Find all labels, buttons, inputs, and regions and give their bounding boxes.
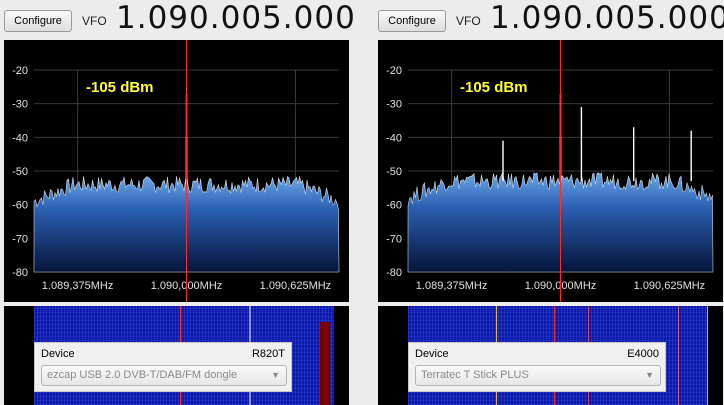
waterfall-level-bar	[320, 322, 330, 405]
waterfall-display[interactable]: Device E4000 Terratec T Stick PLUS ▼	[378, 306, 723, 405]
y-tick-label: -40	[386, 132, 402, 144]
y-tick-label: -80	[12, 267, 28, 279]
receiver-panel-left: Configure VFO 1.090.005.000 -20 -30 -40 -50…	[4, 0, 355, 405]
y-tick-label: -50	[12, 166, 28, 178]
y-tick-label: -40	[12, 132, 28, 144]
vfo-label: VFO	[456, 14, 481, 28]
y-tick-label: -50	[386, 166, 402, 178]
device-select[interactable]: ezcap USB 2.0 DVB-T/DAB/FM dongle ▼	[41, 365, 287, 386]
level-label: -105 dBm	[86, 79, 154, 96]
y-tick-label: -60	[386, 200, 402, 212]
device-panel: Device E4000 Terratec T Stick PLUS ▼	[408, 342, 666, 392]
waterfall-signal-trace	[707, 306, 708, 405]
y-tick-label: -70	[386, 233, 402, 245]
device-label: Device	[41, 348, 75, 360]
configure-button[interactable]: Configure	[378, 10, 446, 32]
vfo-label: VFO	[82, 14, 107, 28]
device-tuner-model: E4000	[627, 348, 659, 360]
y-tick-label: -30	[12, 99, 28, 111]
y-tick-label: -60	[12, 200, 28, 212]
level-label: -105 dBm	[460, 79, 528, 96]
x-tick-label: 1.089,375MHz	[42, 280, 114, 292]
device-panel: Device R820T ezcap USB 2.0 DVB-T/DAB/FM …	[34, 342, 292, 392]
y-tick-label: -30	[386, 99, 402, 111]
receiver-panel-right: Configure VFO 1.090.005.000 -20 -30 -40 -50…	[378, 0, 724, 405]
y-tick-label: -20	[386, 65, 402, 77]
x-tick-label: 1.090,625MHz	[260, 280, 332, 292]
device-tuner-model: R820T	[251, 348, 285, 360]
configure-button[interactable]: Configure	[4, 10, 72, 32]
chevron-down-icon[interactable]: ▼	[645, 370, 654, 380]
device-select-value: ezcap USB 2.0 DVB-T/DAB/FM dongle	[47, 369, 238, 381]
spectrum-plot: -20-30-40-50-60-70-801.089,375MHz 1.090,0…	[12, 40, 340, 302]
device-select-value: Terratec T Stick PLUS	[421, 369, 529, 381]
device-label: Device	[415, 348, 449, 360]
x-tick-label: 1.090,625MHz	[634, 280, 706, 292]
spectrum-plot: -20-30-40-50-60-70-801.089,375MHz 1.090,0…	[386, 40, 714, 302]
y-tick-label: -80	[386, 267, 402, 279]
y-tick-label: -20	[12, 65, 28, 77]
y-tick-label: -70	[12, 233, 28, 245]
waterfall-signal-trace	[678, 306, 679, 405]
spectrum-analyzer[interactable]: -20 -30 -40 -50 -60 -70 -80 1.089,375MHz 1.090,0…	[378, 40, 723, 302]
vfo-frequency-display[interactable]: 1.090.005.000	[490, 0, 724, 36]
x-tick-label: 1.089,375MHz	[416, 280, 488, 292]
chevron-down-icon[interactable]: ▼	[271, 370, 280, 380]
vfo-frequency-display[interactable]: 1.090.005.000	[116, 0, 356, 36]
spectrum-analyzer[interactable]: -20 -30 -40 -50 -60 -70 -80 1.089,375MHz 1.090,0…	[4, 40, 349, 302]
waterfall-display[interactable]: Device R820T ezcap USB 2.0 DVB-T/DAB/FM …	[4, 306, 349, 405]
device-select[interactable]: Terratec T Stick PLUS ▼	[415, 365, 661, 386]
